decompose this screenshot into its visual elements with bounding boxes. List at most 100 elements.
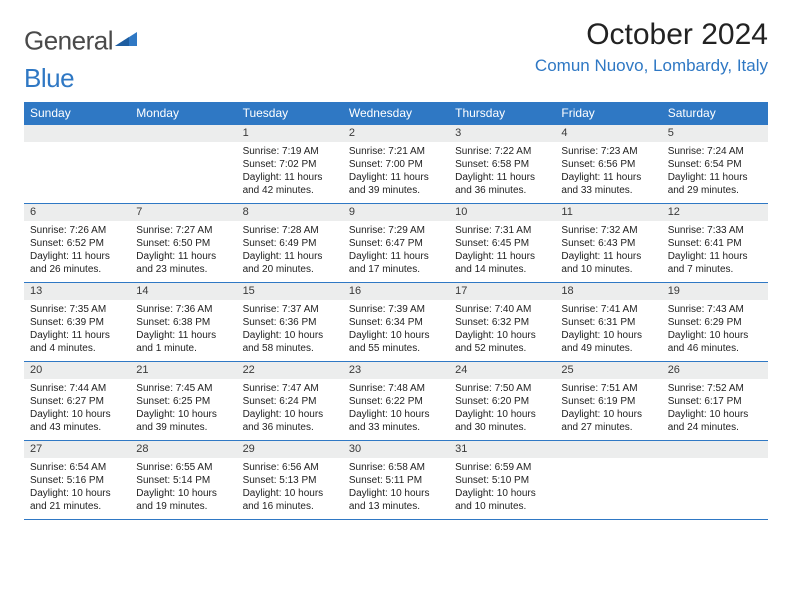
sunset-text: Sunset: 6:43 PM [561, 237, 655, 250]
sunset-text: Sunset: 6:32 PM [455, 316, 549, 329]
day-body: Sunrise: 7:24 AMSunset: 6:54 PMDaylight:… [662, 142, 768, 203]
day-number: 3 [449, 125, 555, 142]
day-body: Sunrise: 6:55 AMSunset: 5:14 PMDaylight:… [130, 458, 236, 519]
day-body: Sunrise: 7:21 AMSunset: 7:00 PMDaylight:… [343, 142, 449, 203]
daylight-text: Daylight: 10 hours and 36 minutes. [243, 408, 337, 434]
daylight-text: Daylight: 10 hours and 19 minutes. [136, 487, 230, 513]
sunset-text: Sunset: 6:29 PM [668, 316, 762, 329]
calendar-day: 28Sunrise: 6:55 AMSunset: 5:14 PMDayligh… [130, 441, 236, 519]
calendar-day: 2Sunrise: 7:21 AMSunset: 7:00 PMDaylight… [343, 125, 449, 203]
calendar-day: 19Sunrise: 7:43 AMSunset: 6:29 PMDayligh… [662, 283, 768, 361]
sunset-text: Sunset: 6:47 PM [349, 237, 443, 250]
sunset-text: Sunset: 5:13 PM [243, 474, 337, 487]
daylight-text: Daylight: 11 hours and 10 minutes. [561, 250, 655, 276]
daylight-text: Daylight: 10 hours and 43 minutes. [30, 408, 124, 434]
day-number: 13 [24, 283, 130, 300]
calendar-day: 16Sunrise: 7:39 AMSunset: 6:34 PMDayligh… [343, 283, 449, 361]
day-body: Sunrise: 7:43 AMSunset: 6:29 PMDaylight:… [662, 300, 768, 361]
day-body: Sunrise: 7:27 AMSunset: 6:50 PMDaylight:… [130, 221, 236, 282]
sunrise-text: Sunrise: 7:22 AM [455, 145, 549, 158]
day-number: 7 [130, 204, 236, 221]
calendar-day: 25Sunrise: 7:51 AMSunset: 6:19 PMDayligh… [555, 362, 661, 440]
dow-saturday: Saturday [662, 102, 768, 125]
calendar-day: 15Sunrise: 7:37 AMSunset: 6:36 PMDayligh… [237, 283, 343, 361]
sunrise-text: Sunrise: 7:29 AM [349, 224, 443, 237]
day-number [662, 441, 768, 458]
day-body: Sunrise: 7:41 AMSunset: 6:31 PMDaylight:… [555, 300, 661, 361]
day-body: Sunrise: 7:26 AMSunset: 6:52 PMDaylight:… [24, 221, 130, 282]
sunrise-text: Sunrise: 7:52 AM [668, 382, 762, 395]
calendar-week: 13Sunrise: 7:35 AMSunset: 6:39 PMDayligh… [24, 283, 768, 362]
day-body [130, 142, 236, 200]
calendar-day: 14Sunrise: 7:36 AMSunset: 6:38 PMDayligh… [130, 283, 236, 361]
day-number [130, 125, 236, 142]
day-number [24, 125, 130, 142]
sunrise-text: Sunrise: 6:56 AM [243, 461, 337, 474]
sunrise-text: Sunrise: 7:41 AM [561, 303, 655, 316]
day-number: 20 [24, 362, 130, 379]
daylight-text: Daylight: 11 hours and 14 minutes. [455, 250, 549, 276]
daylight-text: Daylight: 11 hours and 4 minutes. [30, 329, 124, 355]
daylight-text: Daylight: 10 hours and 24 minutes. [668, 408, 762, 434]
sunset-text: Sunset: 6:20 PM [455, 395, 549, 408]
calendar-weeks: 1Sunrise: 7:19 AMSunset: 7:02 PMDaylight… [24, 125, 768, 520]
day-number [555, 441, 661, 458]
day-number: 12 [662, 204, 768, 221]
day-body: Sunrise: 6:58 AMSunset: 5:11 PMDaylight:… [343, 458, 449, 519]
sunrise-text: Sunrise: 7:21 AM [349, 145, 443, 158]
daylight-text: Daylight: 10 hours and 49 minutes. [561, 329, 655, 355]
calendar-day: 23Sunrise: 7:48 AMSunset: 6:22 PMDayligh… [343, 362, 449, 440]
sunset-text: Sunset: 6:19 PM [561, 395, 655, 408]
day-body: Sunrise: 7:40 AMSunset: 6:32 PMDaylight:… [449, 300, 555, 361]
sunrise-text: Sunrise: 7:19 AM [243, 145, 337, 158]
day-body: Sunrise: 7:32 AMSunset: 6:43 PMDaylight:… [555, 221, 661, 282]
sunset-text: Sunset: 6:31 PM [561, 316, 655, 329]
sunset-text: Sunset: 6:36 PM [243, 316, 337, 329]
daylight-text: Daylight: 10 hours and 16 minutes. [243, 487, 337, 513]
sunrise-text: Sunrise: 7:36 AM [136, 303, 230, 316]
sunrise-text: Sunrise: 7:32 AM [561, 224, 655, 237]
calendar-day: 26Sunrise: 7:52 AMSunset: 6:17 PMDayligh… [662, 362, 768, 440]
daylight-text: Daylight: 10 hours and 55 minutes. [349, 329, 443, 355]
daylight-text: Daylight: 11 hours and 7 minutes. [668, 250, 762, 276]
sunset-text: Sunset: 5:11 PM [349, 474, 443, 487]
daylight-text: Daylight: 11 hours and 29 minutes. [668, 171, 762, 197]
day-number: 2 [343, 125, 449, 142]
day-number: 23 [343, 362, 449, 379]
dow-thursday: Thursday [449, 102, 555, 125]
daylight-text: Daylight: 10 hours and 33 minutes. [349, 408, 443, 434]
calendar-day: 22Sunrise: 7:47 AMSunset: 6:24 PMDayligh… [237, 362, 343, 440]
sunset-text: Sunset: 6:54 PM [668, 158, 762, 171]
day-body: Sunrise: 7:37 AMSunset: 6:36 PMDaylight:… [237, 300, 343, 361]
sunrise-text: Sunrise: 7:31 AM [455, 224, 549, 237]
sunrise-text: Sunrise: 7:50 AM [455, 382, 549, 395]
calendar-week: 6Sunrise: 7:26 AMSunset: 6:52 PMDaylight… [24, 204, 768, 283]
header: GeneralBlue October 2024 Comun Nuovo, Lo… [24, 18, 768, 94]
day-body [24, 142, 130, 200]
brand-logo: GeneralBlue [24, 22, 137, 94]
daylight-text: Daylight: 11 hours and 42 minutes. [243, 171, 337, 197]
sunrise-text: Sunrise: 7:27 AM [136, 224, 230, 237]
daylight-text: Daylight: 11 hours and 1 minute. [136, 329, 230, 355]
page: GeneralBlue October 2024 Comun Nuovo, Lo… [0, 0, 792, 520]
calendar-day-empty [130, 125, 236, 203]
sunrise-text: Sunrise: 7:44 AM [30, 382, 124, 395]
dow-wednesday: Wednesday [343, 102, 449, 125]
sunset-text: Sunset: 5:10 PM [455, 474, 549, 487]
sunset-text: Sunset: 6:58 PM [455, 158, 549, 171]
day-body: Sunrise: 7:28 AMSunset: 6:49 PMDaylight:… [237, 221, 343, 282]
calendar-day: 3Sunrise: 7:22 AMSunset: 6:58 PMDaylight… [449, 125, 555, 203]
daylight-text: Daylight: 10 hours and 52 minutes. [455, 329, 549, 355]
calendar: Sunday Monday Tuesday Wednesday Thursday… [24, 102, 768, 520]
daylight-text: Daylight: 11 hours and 23 minutes. [136, 250, 230, 276]
day-body: Sunrise: 7:35 AMSunset: 6:39 PMDaylight:… [24, 300, 130, 361]
day-number: 30 [343, 441, 449, 458]
day-number: 5 [662, 125, 768, 142]
calendar-day: 24Sunrise: 7:50 AMSunset: 6:20 PMDayligh… [449, 362, 555, 440]
sunrise-text: Sunrise: 7:43 AM [668, 303, 762, 316]
location: Comun Nuovo, Lombardy, Italy [535, 56, 768, 76]
sunrise-text: Sunrise: 7:28 AM [243, 224, 337, 237]
calendar-day: 8Sunrise: 7:28 AMSunset: 6:49 PMDaylight… [237, 204, 343, 282]
day-body: Sunrise: 7:47 AMSunset: 6:24 PMDaylight:… [237, 379, 343, 440]
sunrise-text: Sunrise: 6:54 AM [30, 461, 124, 474]
